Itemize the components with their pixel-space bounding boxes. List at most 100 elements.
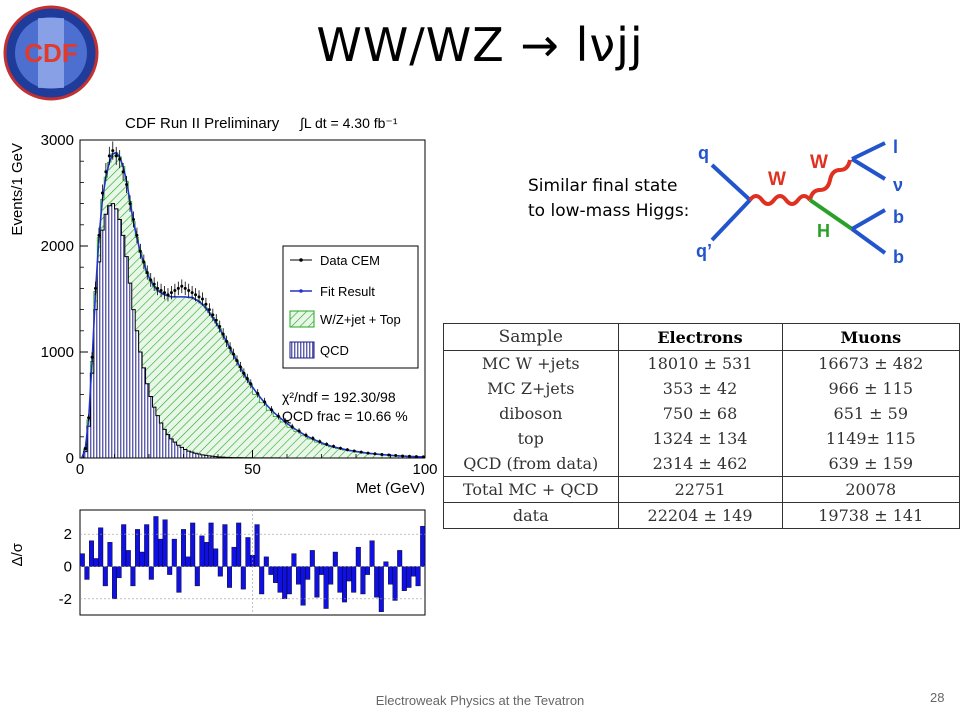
- residual-bar: [415, 566, 421, 587]
- yield-table: Sample Electrons Muons MC W +jets 18010 …: [443, 323, 960, 529]
- data-point: [332, 444, 336, 449]
- residual-bar: [245, 537, 251, 567]
- data-point: [318, 439, 322, 444]
- residual-bar: [291, 553, 297, 567]
- column-header: Muons: [782, 323, 960, 351]
- residual-bar: [263, 556, 269, 567]
- residual-bar: [231, 546, 237, 567]
- data-point: [414, 455, 418, 459]
- residual-bar: [374, 566, 380, 598]
- residual-bar: [388, 566, 394, 585]
- caption-line-2: to low-mass Higgs:: [528, 201, 690, 221]
- data-point: [200, 292, 204, 306]
- data-point: [359, 450, 363, 454]
- residual-bar: [392, 566, 398, 601]
- residual-bar: [309, 550, 315, 567]
- residual-y-label: Δ/σ: [9, 542, 26, 566]
- feynman-diagram: q q’ W W H l ν b b: [696, 137, 904, 267]
- residual-bar: [134, 529, 140, 567]
- table-cell: 20078: [782, 476, 960, 503]
- residual-bar: [259, 566, 265, 595]
- data-point: [97, 227, 101, 244]
- residual-bar: [84, 566, 90, 580]
- data-point: [125, 175, 129, 194]
- y-axis-label: Events/1 GeV: [9, 143, 26, 236]
- table-cell: 1324 ± 134: [618, 426, 783, 451]
- residual-bar: [213, 548, 219, 567]
- data-point: [159, 283, 163, 298]
- caption-line-1: Similar final state: [528, 176, 678, 196]
- residual-bar: [203, 542, 209, 567]
- label-l: l: [893, 137, 898, 157]
- data-point: [421, 455, 425, 459]
- data-point: [121, 162, 125, 181]
- data-point: [235, 355, 239, 366]
- label-w-2: W: [810, 152, 828, 173]
- data-point: [276, 412, 280, 420]
- b-quark-line-bottom: [850, 227, 887, 255]
- data-point: [380, 453, 384, 457]
- residual-bar: [282, 566, 288, 600]
- legend-wz: W/Z+jet + Top: [320, 312, 401, 327]
- data-point: [304, 432, 308, 438]
- table-row: MC W +jets 18010 ± 531 16673 ± 482: [443, 350, 960, 376]
- data-point: [221, 328, 225, 340]
- label-q: q: [698, 143, 709, 163]
- residual-bar: [328, 566, 334, 585]
- data-point: [311, 436, 315, 441]
- residual-bar: [217, 566, 223, 577]
- data-point: [263, 397, 267, 406]
- column-header: Electrons: [618, 323, 783, 351]
- data-point: [211, 308, 215, 322]
- residual-bar: [286, 566, 292, 595]
- table-cell: top: [443, 426, 619, 451]
- residual-bar: [148, 566, 154, 580]
- residual-bar: [194, 566, 200, 587]
- data-point: [152, 277, 156, 292]
- data-point: [407, 454, 411, 458]
- neutrino-line: [850, 157, 887, 181]
- data-point: [138, 243, 142, 259]
- label-b-1: b: [893, 207, 904, 227]
- qcd-fill: [80, 203, 425, 459]
- residual-bar: [314, 566, 320, 598]
- legend-qcd: QCD: [320, 343, 349, 358]
- residual-bar: [139, 551, 145, 567]
- residual-bar: [236, 522, 242, 567]
- residual-bar: [79, 553, 85, 567]
- data-point: [225, 335, 229, 348]
- w-outgoing: [808, 159, 852, 201]
- data-point: [373, 452, 377, 456]
- table-cell: 22751: [618, 476, 783, 503]
- residual-y-tick-label: 0: [64, 559, 72, 576]
- legend-wz-swatch: [289, 310, 315, 328]
- legend-fit: Fit Result: [320, 284, 375, 299]
- higgs-line: [808, 198, 854, 231]
- data-point: [180, 279, 184, 294]
- residual-bar: [319, 566, 325, 575]
- data-point: [87, 414, 91, 422]
- data-point: [145, 265, 149, 280]
- residual-bar: [369, 540, 375, 567]
- residual-bar: [411, 566, 417, 577]
- data-point: [118, 150, 122, 169]
- data-point: [290, 423, 294, 430]
- data-point: [204, 297, 208, 311]
- residual-bar: [130, 566, 136, 587]
- residual-bar: [277, 566, 283, 593]
- residual-bar: [360, 566, 366, 595]
- data-point: [190, 285, 194, 300]
- caption: Similar final state to low-mass Higgs:: [528, 174, 689, 224]
- label-b-2: b: [893, 247, 904, 267]
- label-qbar: q’: [696, 241, 712, 261]
- table-cell: 2314 ± 462: [618, 451, 783, 477]
- data-point: [142, 254, 146, 270]
- residual-bar: [268, 566, 274, 575]
- data-point: [183, 281, 187, 296]
- residual-y-tick-label: 2: [64, 526, 72, 543]
- fit-qcd-frac-text: QCD frac = 10.66 %: [282, 408, 408, 424]
- residual-bar: [355, 546, 361, 567]
- residual-bar: [102, 566, 108, 587]
- residual-bar: [190, 522, 196, 567]
- data-point: [197, 290, 201, 304]
